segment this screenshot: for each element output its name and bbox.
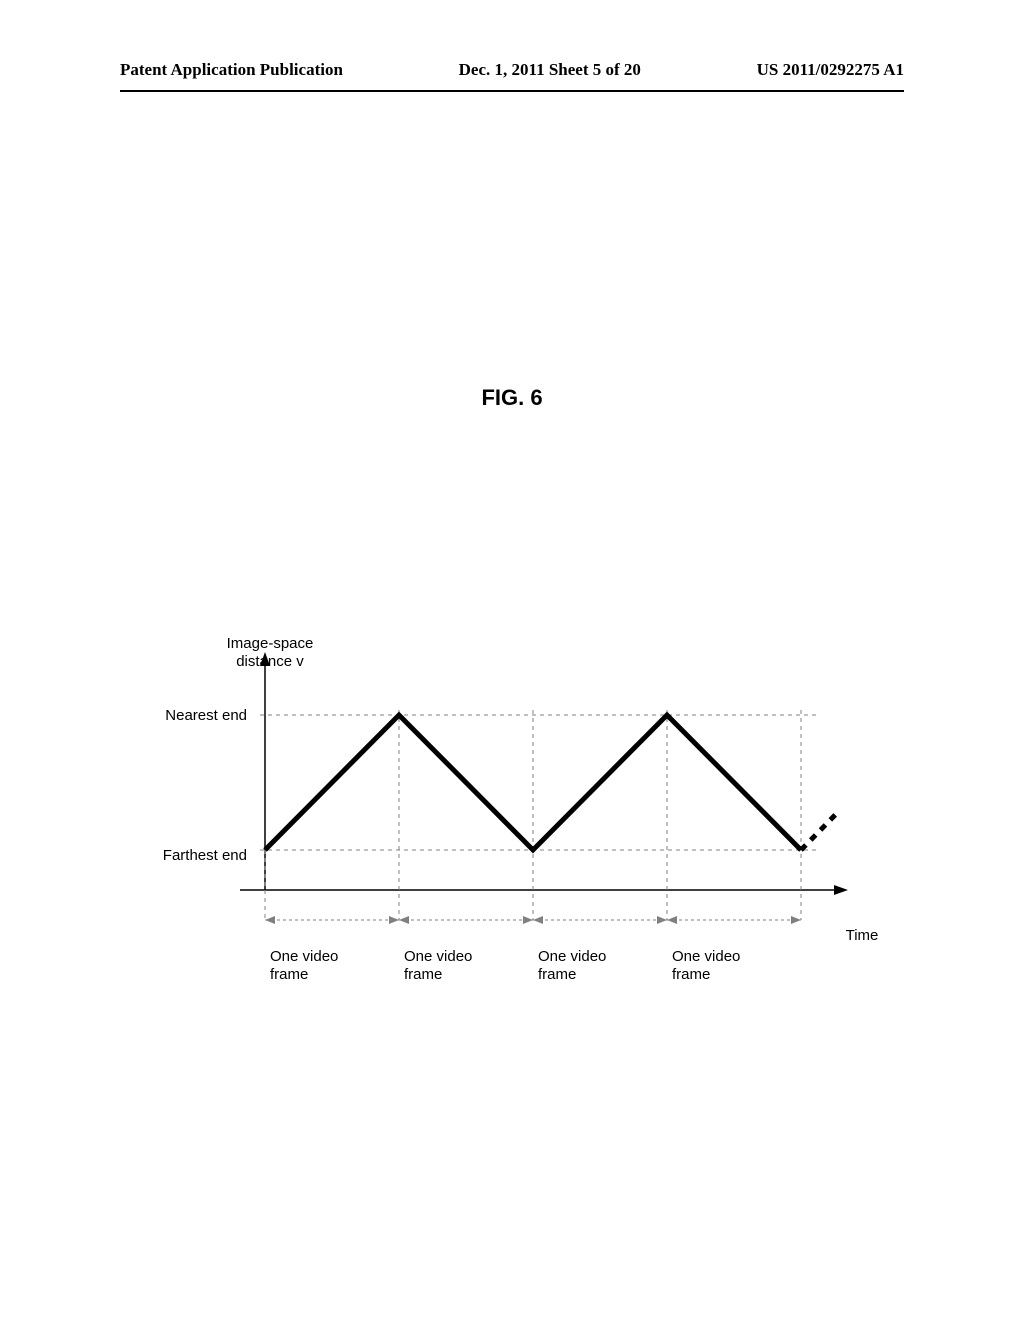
y-axis-arrowhead xyxy=(260,652,270,666)
waveform-continuation xyxy=(801,810,840,850)
header-left: Patent Application Publication xyxy=(120,60,343,80)
header-center: Dec. 1, 2011 Sheet 5 of 20 xyxy=(459,60,641,80)
chart-area xyxy=(180,640,860,980)
x-axis-arrowhead xyxy=(834,885,848,895)
frame-extent-arrows xyxy=(265,916,801,924)
page-header: Patent Application Publication Dec. 1, 2… xyxy=(0,60,1024,80)
figure-title: FIG. 6 xyxy=(0,385,1024,411)
header-right: US 2011/0292275 A1 xyxy=(757,60,904,80)
header-divider xyxy=(120,90,904,92)
chart-svg xyxy=(180,640,860,980)
